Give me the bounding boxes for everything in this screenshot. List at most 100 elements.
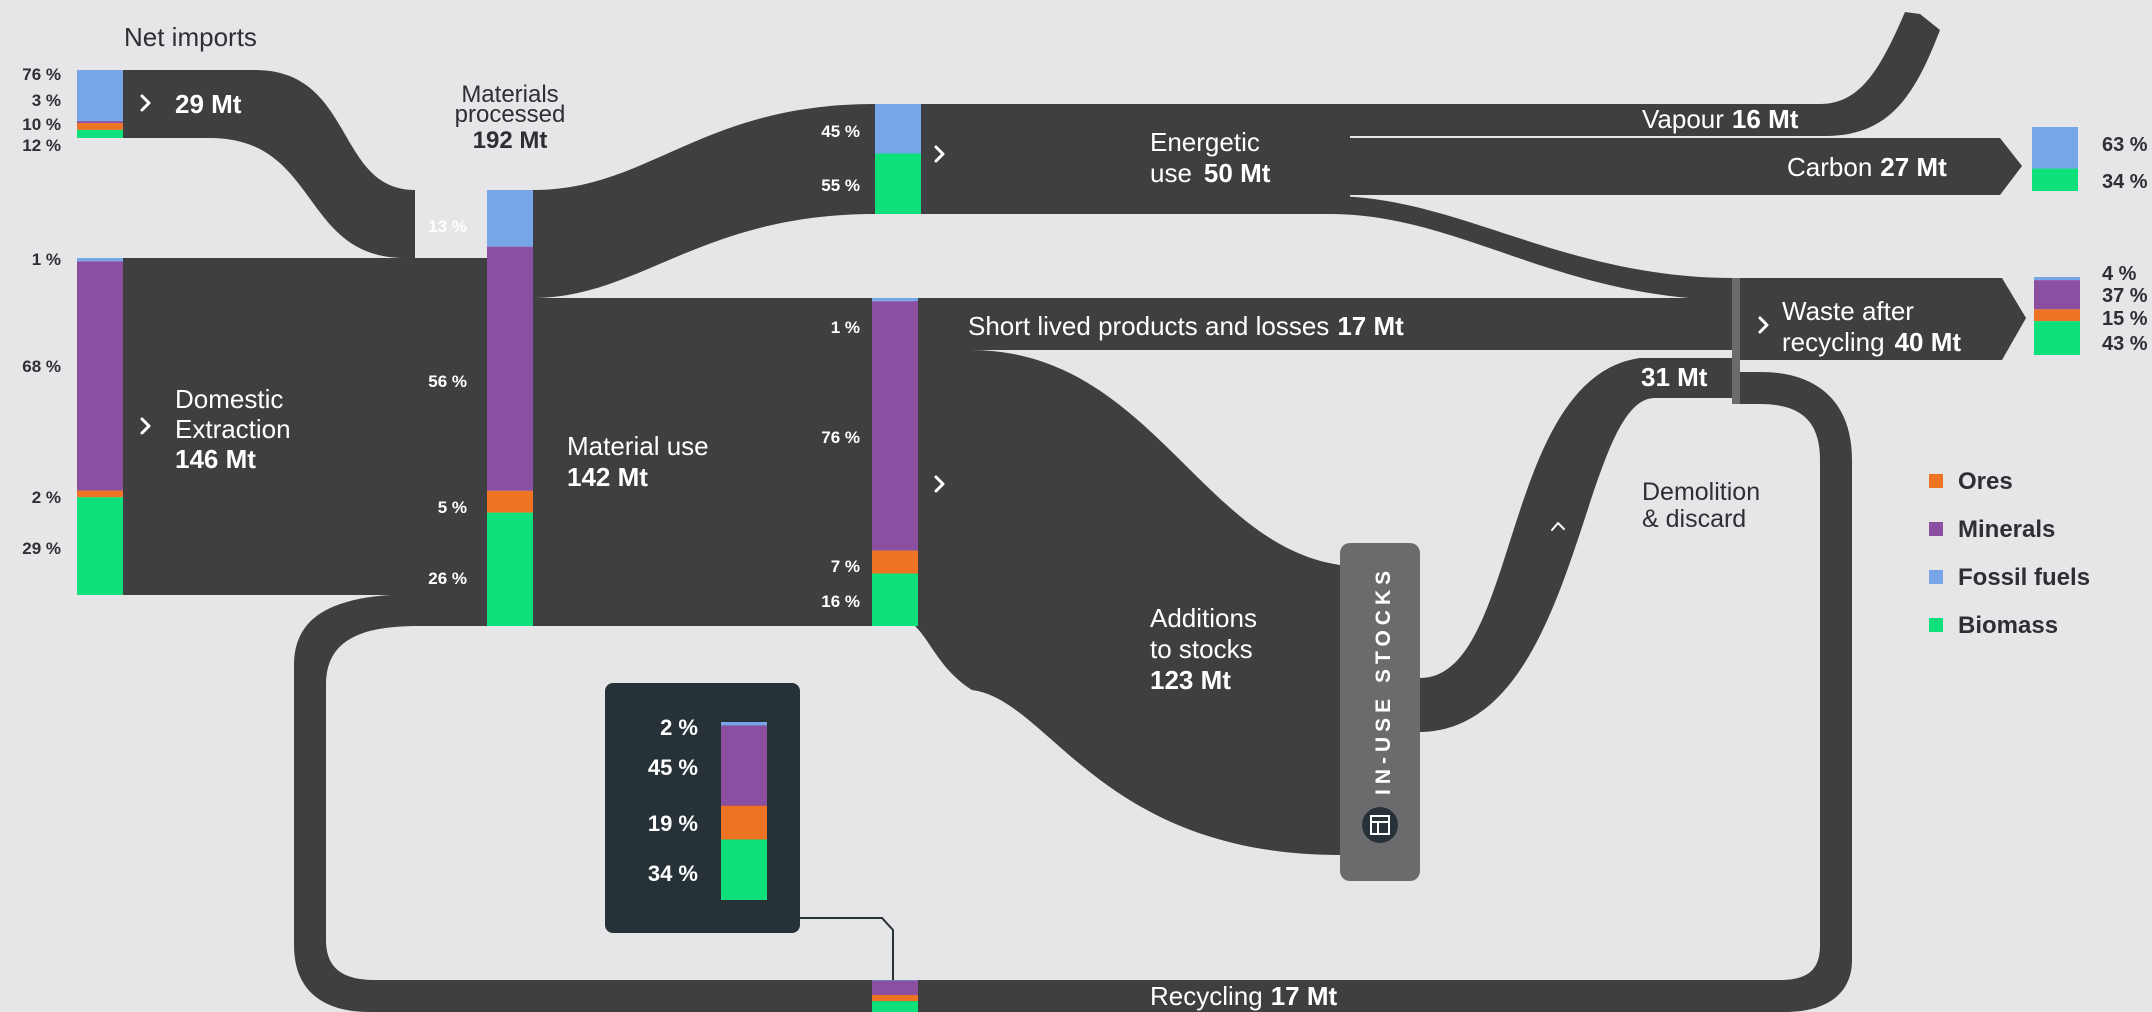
bar-segment-minerals — [872, 301, 918, 551]
waste-node-bar — [1732, 278, 1740, 404]
bar-segment-ores — [77, 123, 123, 130]
table-icon[interactable] — [1362, 807, 1398, 843]
pct-label: 45 % — [821, 122, 860, 141]
chevron-right-icon[interactable] — [140, 417, 151, 435]
bar-segment-minerals — [487, 246, 533, 491]
flow-carbon[interactable] — [1270, 138, 2022, 195]
material-use-value: 142 Mt — [567, 462, 648, 492]
bar-segment-biomass — [872, 1001, 918, 1012]
demolition-line2: & discard — [1642, 505, 1746, 533]
net-imports-bar[interactable] — [77, 70, 123, 138]
bar-segment-fossil-fuels — [77, 70, 123, 122]
pct-label: 13 % — [428, 217, 467, 236]
pct-label: 55 % — [821, 176, 860, 195]
domestic-extraction-bar[interactable] — [77, 258, 123, 595]
recycling-composition-popup: 2 % 45 % 19 % 34 % — [605, 683, 894, 980]
fossil-fuels-swatch — [1929, 570, 1943, 584]
pct-label: 15 % — [2102, 308, 2148, 330]
bar-segment-fossil-fuels — [872, 980, 918, 981]
bar-segment-fossil-fuels — [77, 258, 123, 262]
pct-label: 16 % — [821, 592, 860, 611]
bar-segment-ores — [2034, 309, 2080, 322]
legend-label: Fossil fuels — [1958, 564, 2090, 591]
popup-panel — [605, 683, 800, 933]
in-use-stocks-box[interactable] — [1340, 543, 1420, 881]
materials-processed-line1: Materials — [461, 81, 558, 108]
pct-label: 10 % — [22, 115, 61, 134]
in-use-stocks-node[interactable]: IN-USE STOCKS — [1340, 543, 1420, 881]
pct-label: 19 % — [648, 811, 698, 836]
bar-segment-fossil-fuels — [872, 298, 918, 302]
bar-segment-minerals — [2034, 280, 2080, 310]
flow-vapour[interactable] — [1270, 12, 1940, 136]
flow-short-lived[interactable] — [915, 298, 1735, 350]
materials-processed-bar[interactable] — [487, 190, 533, 626]
flow-net-imports[interactable] — [123, 70, 415, 258]
bar-segment-ores — [487, 490, 533, 513]
bar-segment-minerals — [721, 725, 767, 806]
energetic-use-value: 50 Mt — [1204, 158, 1271, 188]
materials-processed-value: 192 Mt — [473, 127, 548, 154]
pct-label: 43 % — [2102, 333, 2148, 355]
legend-item-minerals[interactable]: Minerals — [1929, 516, 2055, 543]
bar-segment-biomass — [2032, 168, 2078, 191]
carbon-label: Carbon 27 Mt — [1787, 152, 1947, 182]
popup-composition-bar[interactable] — [721, 722, 767, 900]
additions-line1: Additions — [1150, 603, 1257, 633]
flow-to-material-use[interactable] — [533, 298, 872, 626]
pct-label: 1 % — [32, 250, 61, 269]
legend-item-fossil-fuels[interactable]: Fossil fuels — [1929, 564, 2090, 591]
bar-segment-ores — [721, 805, 767, 840]
pct-label: 76 % — [821, 428, 860, 447]
vapour-word: Vapour — [1642, 104, 1724, 134]
chevron-right-icon[interactable] — [934, 145, 945, 163]
net-imports-title: Net imports — [124, 22, 257, 52]
chevron-right-icon[interactable] — [140, 94, 151, 112]
flow-energetic-to-waste[interactable] — [1330, 196, 1735, 300]
energetic-use-word: use — [1150, 158, 1192, 188]
flow-to-energetic-use[interactable] — [533, 104, 875, 298]
bar-segment-biomass — [77, 497, 123, 595]
pct-label: 63 % — [2102, 134, 2148, 156]
bar-segment-minerals — [872, 980, 918, 996]
recycling-mini-bar[interactable] — [872, 980, 918, 1012]
legend-item-ores[interactable]: Ores — [1929, 468, 2013, 495]
carbon-bar[interactable] — [2032, 127, 2078, 191]
pct-label: 2 % — [660, 715, 698, 740]
bar-segment-fossil-fuels — [875, 104, 921, 154]
flow-waste-after-recycling[interactable] — [1740, 278, 2026, 360]
additions-line2: to stocks — [1150, 634, 1253, 664]
bar-segment-minerals — [77, 261, 123, 491]
short-lived-label: Short lived products and losses 17 Mt — [968, 311, 1404, 341]
demolition-line1: Demolition — [1642, 478, 1760, 506]
flow-additions-to-stocks[interactable] — [915, 350, 1340, 855]
bar-segment-biomass — [872, 573, 918, 626]
carbon-word: Carbon — [1787, 152, 1872, 182]
chevron-right-icon[interactable] — [1758, 316, 1769, 334]
bar-segment-fossil-fuels — [2032, 127, 2078, 169]
bar-segment-ores — [872, 995, 918, 1002]
chevron-right-icon[interactable] — [934, 475, 945, 493]
material-use-bar[interactable] — [872, 298, 918, 626]
domestic-extraction-line2: Extraction — [175, 414, 291, 444]
bar-segment-ores — [872, 550, 918, 574]
energetic-use-bar[interactable] — [875, 104, 921, 214]
net-imports-value: 29 Mt — [175, 89, 242, 119]
biomass-swatch — [1929, 618, 1943, 632]
pct-label: 5 % — [438, 498, 467, 517]
flow-energetic-band[interactable] — [921, 104, 1350, 214]
legend-item-biomass[interactable]: Biomass — [1929, 612, 2058, 639]
legend-label: Biomass — [1958, 612, 2058, 639]
flow-demolition[interactable] — [1420, 358, 1735, 732]
waste-bar[interactable] — [2034, 277, 2080, 355]
vapour-label: Vapour 16 Mt — [1642, 104, 1799, 134]
flow-domestic-extraction[interactable] — [123, 258, 487, 595]
pct-label: 4 % — [2102, 263, 2137, 285]
in-use-stocks-label: IN-USE STOCKS — [1372, 566, 1395, 795]
pct-label: 3 % — [32, 91, 61, 110]
bar-segment-biomass — [875, 153, 921, 214]
energetic-use-line2: use 50 Mt — [1150, 158, 1271, 188]
pct-label: 26 % — [428, 569, 467, 588]
chevron-up-icon[interactable] — [1551, 522, 1565, 531]
